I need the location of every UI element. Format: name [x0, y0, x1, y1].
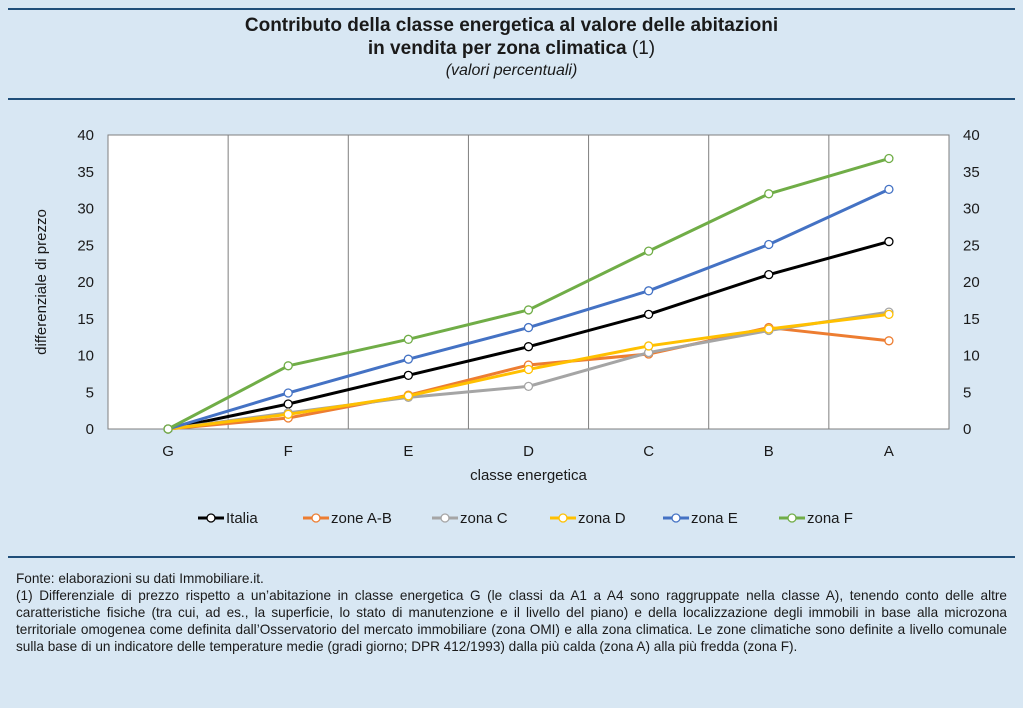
- data-point-zona-e: [283, 388, 293, 398]
- y-tick-label-left: 0: [86, 421, 94, 438]
- y-tick-label-right: 0: [963, 421, 971, 438]
- legend-swatch-marker: [671, 513, 681, 523]
- data-point-zona-c: [523, 381, 534, 392]
- legend-swatch-marker: [206, 513, 216, 523]
- data-point-zone-a-b: [884, 336, 894, 346]
- data-point-zona-f: [403, 334, 414, 344]
- plot-background: [107, 134, 950, 430]
- legend-item-zona-c: zona C: [432, 510, 508, 527]
- data-point-zona-d: [523, 364, 534, 375]
- y-axis-right: 0 5 10 15 20 25 30 35 40: [963, 127, 980, 438]
- data-point-zona-e: [523, 322, 534, 333]
- data-point-zona-e: [643, 286, 654, 296]
- chart-subtitle: (valori percentuali): [445, 62, 578, 79]
- data-point-zona-d: [643, 341, 654, 351]
- chart-title-line1: Contributo della classe energetica al va…: [244, 15, 779, 36]
- source-note: Fonte: elaborazioni su dati Immobiliare.…: [16, 571, 264, 586]
- data-point-zona-f: [163, 424, 173, 434]
- y-tick-label-right: 20: [963, 274, 980, 291]
- data-point-italia: [523, 342, 534, 352]
- data-point-zona-f: [643, 246, 654, 256]
- chart-area: 0 5 10 15 20 25 30 35 40 0 5 10 15 20 25 30 35 40 G F E D C B…: [0, 100, 1023, 555]
- data-point-italia: [643, 309, 654, 319]
- data-point-zona-e: [403, 354, 414, 364]
- y-tick-label-left: 5: [86, 384, 94, 401]
- legend-label: Italia: [226, 510, 258, 527]
- y-tick-label-left: 30: [77, 201, 94, 218]
- y-tick-label-left: 15: [77, 311, 94, 328]
- y-tick-label-right: 30: [963, 201, 980, 218]
- y-tick-label-left: 40: [77, 127, 94, 144]
- data-point-zona-e: [764, 239, 774, 250]
- x-tick-label: G: [162, 443, 174, 460]
- data-point-italia: [884, 236, 894, 247]
- x-tick-label: C: [643, 443, 654, 460]
- legend-swatch-marker: [787, 513, 797, 523]
- data-point-italia: [764, 269, 774, 280]
- mid-rule: [8, 98, 1015, 100]
- y-tick-label-right: 35: [963, 164, 980, 181]
- data-point-zona-f: [523, 305, 534, 315]
- legend-item-zona-d: zona D: [550, 510, 626, 527]
- y-tick-label-left: 25: [77, 237, 94, 254]
- chart-header: Contributo della classe energetica al va…: [8, 10, 1015, 98]
- legend-label: zona D: [578, 510, 626, 527]
- y-tick-label-left: 35: [77, 164, 94, 181]
- x-tick-label: E: [403, 443, 413, 460]
- x-tick-label: A: [884, 443, 894, 460]
- legend-label: zona F: [807, 510, 853, 527]
- x-tick-label: D: [523, 443, 534, 460]
- data-point-zona-f: [283, 361, 293, 371]
- series-zona-f: [163, 153, 894, 434]
- legend-label: zona C: [460, 510, 508, 527]
- y-axis-label: differenziale di prezzo: [33, 209, 50, 355]
- legend-swatch-marker: [558, 513, 568, 523]
- legend-label: zona E: [691, 510, 738, 527]
- y-tick-label-right: 10: [963, 348, 980, 365]
- y-axis-left: 0 5 10 15 20 25 30 35 40: [77, 127, 94, 438]
- x-tick-label: B: [764, 443, 774, 460]
- data-point-zona-d: [884, 309, 894, 319]
- legend-item-zona-e: zona E: [663, 510, 738, 527]
- data-point-italia: [283, 399, 293, 409]
- y-tick-label-right: 25: [963, 237, 980, 254]
- chart-title-line2-text: in vendita per zona climatica: [367, 38, 627, 59]
- footnotes: Fonte: elaborazioni su dati Immobiliare.…: [16, 570, 1007, 655]
- x-axis-label: classe energetica: [470, 467, 587, 484]
- legend-item-zona-f: zona F: [779, 510, 853, 527]
- footnote-1: (1) Differenziale di prezzo rispetto a u…: [16, 588, 1007, 654]
- series-group: [163, 153, 894, 434]
- y-tick-label-left: 20: [77, 274, 94, 291]
- series-zona-d: [163, 309, 894, 434]
- chart-title-line2: in vendita per zona climatica (1): [8, 37, 1015, 60]
- legend-label: zone A-B: [331, 510, 392, 527]
- top-rule: [8, 8, 1015, 10]
- data-point-zona-d: [403, 391, 414, 401]
- legend-item-zone-a-b: zone A-B: [303, 510, 392, 527]
- legend-swatch-marker: [440, 513, 450, 523]
- data-point-zona-d: [764, 324, 774, 334]
- data-point-zona-f: [884, 153, 894, 164]
- x-tick-label: F: [284, 443, 293, 460]
- legend-swatch-marker: [311, 513, 321, 523]
- data-point-italia: [403, 370, 414, 380]
- y-tick-label-right: 15: [963, 311, 980, 328]
- y-tick-label-right: 40: [963, 127, 980, 144]
- y-tick-label-right: 5: [963, 384, 971, 401]
- chart-title-note: (1): [631, 38, 656, 59]
- data-point-zona-e: [884, 184, 894, 195]
- data-point-zona-f: [764, 189, 774, 199]
- data-point-zona-d: [283, 409, 293, 419]
- y-tick-label-left: 10: [77, 348, 94, 365]
- line-chart: 0 5 10 15 20 25 30 35 40 0 5 10 15 20 25 30 35 40 G F E D C B…: [33, 127, 980, 527]
- legend: Italia zone A-B zona C zona D zona E zona F: [198, 510, 853, 527]
- bottom-rule: [8, 556, 1015, 558]
- legend-item-italia: Italia: [198, 510, 258, 527]
